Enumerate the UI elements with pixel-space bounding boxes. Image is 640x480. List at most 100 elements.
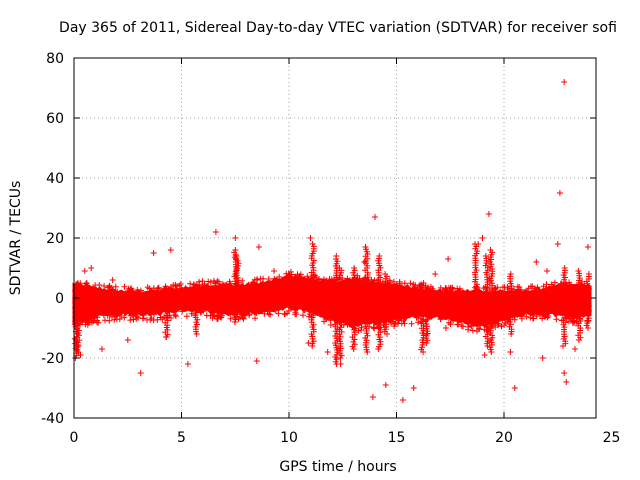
data-point (511, 286, 518, 293)
data-point (240, 282, 247, 289)
data-point (416, 286, 423, 292)
spike-point (585, 271, 592, 277)
outlier-point (271, 268, 277, 274)
data-point (282, 311, 288, 318)
data-point (196, 281, 203, 288)
data-point (553, 316, 560, 323)
data-point (275, 310, 282, 317)
data-point (183, 313, 190, 320)
data-point (92, 282, 99, 289)
data-point (190, 281, 197, 288)
y-axis-label: SDTVAR / TECUs (8, 181, 24, 296)
data-point (458, 288, 464, 295)
data-point (387, 279, 393, 286)
data-point (201, 280, 208, 287)
data-point (246, 311, 253, 318)
data-point (83, 280, 89, 287)
data-point (529, 315, 536, 322)
data-point (188, 310, 195, 317)
outlier-point (479, 235, 486, 241)
data-point (172, 282, 179, 289)
data-point (514, 287, 521, 294)
axis-ticks: 0 5 10 15 20 25 -40 -20 0 20 40 60 80 (41, 51, 620, 446)
outlier-point (544, 268, 550, 274)
data-point (517, 286, 524, 293)
y-tick-label: 80 (46, 51, 64, 67)
data-point (157, 314, 164, 321)
spike-point (376, 253, 383, 259)
data-point (261, 310, 268, 317)
data-point (449, 287, 456, 293)
data-point (322, 316, 329, 322)
data-point (259, 280, 266, 287)
data-point (172, 313, 179, 320)
data-point (401, 280, 408, 287)
data-point (329, 278, 336, 284)
data-point (121, 314, 128, 321)
data-point (304, 273, 311, 280)
outlier-point (369, 394, 376, 400)
x-tick-label: 15 (388, 430, 406, 446)
outlier-point (481, 352, 488, 358)
outlier-point (167, 247, 174, 253)
outlier-point (232, 235, 239, 241)
data-point (542, 285, 549, 292)
outlier-point (485, 211, 492, 217)
data-point (271, 275, 278, 282)
spike-point (232, 247, 239, 253)
data-point (121, 283, 128, 290)
data-point (209, 315, 216, 321)
data-point (370, 324, 377, 331)
y-tick-label: 0 (55, 291, 64, 307)
spike-point (362, 244, 369, 250)
data-point (170, 309, 177, 316)
data-point (286, 272, 293, 279)
data-point (477, 322, 484, 329)
data-point (239, 277, 246, 284)
outlier-point (423, 331, 430, 337)
data-point (140, 315, 147, 322)
data-point (82, 283, 89, 290)
y-tick-label: 20 (46, 231, 64, 247)
data-point (518, 315, 525, 322)
outlier-point (382, 382, 389, 388)
data-point (566, 282, 573, 289)
data-point (408, 320, 415, 327)
data-point (252, 315, 258, 322)
data-point (476, 325, 483, 332)
data-point (534, 284, 541, 291)
data-point (217, 312, 224, 318)
outlier-point (361, 259, 368, 265)
data-point (172, 312, 179, 318)
spike-point (422, 283, 429, 289)
y-tick-label: -20 (41, 351, 64, 367)
outlier-point (372, 214, 378, 220)
data-point (173, 285, 180, 292)
data-point (542, 311, 549, 318)
outlier-point (337, 361, 344, 367)
data-point (546, 310, 552, 317)
data-point (209, 309, 216, 316)
data-point (469, 327, 476, 334)
data-point (498, 323, 505, 330)
spike-point (233, 253, 240, 259)
data-point (111, 316, 118, 323)
data-point (551, 279, 558, 286)
data-point (465, 326, 472, 333)
data-point (537, 311, 544, 318)
data-point (90, 318, 97, 325)
spike-point (351, 265, 358, 271)
outlier-point (307, 235, 314, 241)
data-point (253, 277, 260, 283)
data-point (415, 319, 422, 326)
data-point (276, 273, 283, 280)
data-point (344, 275, 351, 282)
outlier-point (445, 256, 452, 262)
data-point (450, 318, 457, 324)
data-point (253, 310, 260, 317)
data-point (292, 309, 299, 316)
data-point (327, 317, 334, 324)
data-point (569, 319, 576, 326)
data-point (150, 317, 157, 324)
